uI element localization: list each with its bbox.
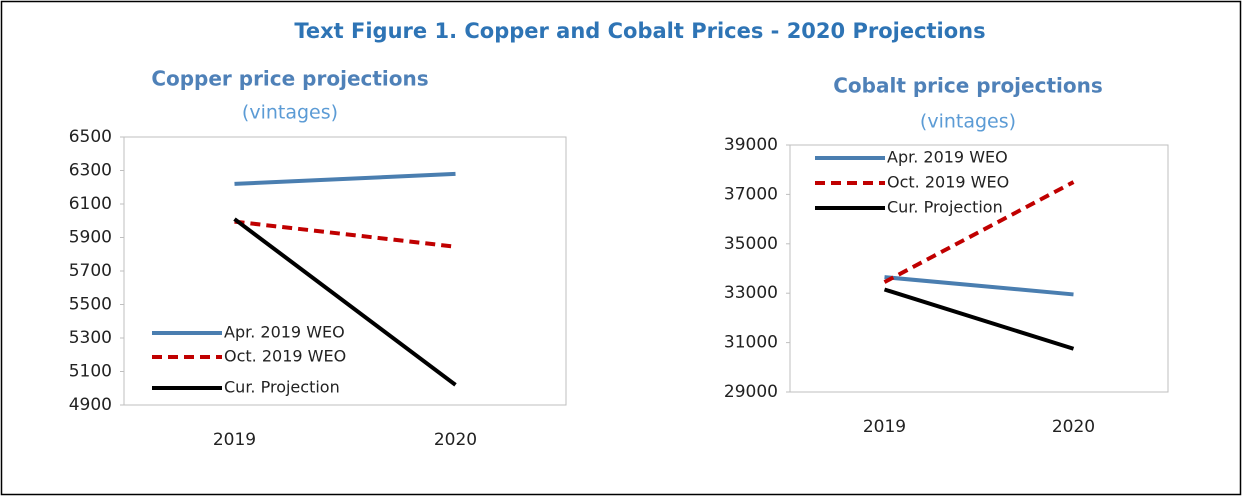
y-tick-label: 6100	[69, 194, 112, 214]
chart-title: Copper price projections	[151, 67, 428, 91]
y-tick-label: 29000	[724, 382, 778, 402]
x-tick-label: 2019	[213, 430, 256, 450]
y-tick-label: 6500	[69, 127, 112, 147]
chart-title: Cobalt price projections	[833, 74, 1103, 98]
y-tick-label: 33000	[724, 283, 778, 303]
chart-subtitle: (vintages)	[242, 102, 338, 124]
y-tick-label: 4900	[69, 395, 112, 415]
y-tick-label: 5700	[69, 261, 112, 281]
y-tick-label: 31000	[724, 333, 778, 353]
y-tick-label: 6300	[69, 161, 112, 181]
legend-label: Cur. Projection	[224, 378, 340, 397]
y-tick-label: 5300	[69, 328, 112, 348]
y-tick-label: 37000	[724, 184, 778, 204]
y-tick-label: 35000	[724, 234, 778, 254]
legend-label: Apr. 2019 WEO	[224, 323, 345, 342]
figure-title: Text Figure 1. Copper and Cobalt Prices …	[294, 19, 985, 43]
series-line	[234, 219, 456, 249]
chart-subtitle: (vintages)	[920, 111, 1016, 133]
series-line	[233, 217, 457, 387]
x-tick-label: 2020	[434, 430, 477, 450]
series-line	[883, 180, 1075, 284]
series-line	[234, 171, 456, 186]
x-tick-label: 2019	[863, 417, 906, 437]
legend-label: Apr. 2019 WEO	[887, 148, 1008, 167]
series-line	[884, 275, 1074, 297]
series-line	[883, 287, 1075, 351]
x-tick-label: 2020	[1052, 417, 1095, 437]
y-tick-label: 39000	[724, 135, 778, 155]
legend-label: Cur. Projection	[887, 198, 1003, 217]
y-tick-label: 5900	[69, 228, 112, 248]
legend-label: Oct. 2019 WEO	[887, 173, 1009, 192]
legend-label: Oct. 2019 WEO	[224, 347, 346, 366]
y-tick-label: 5100	[69, 362, 112, 382]
plot-area	[789, 144, 1169, 393]
y-tick-label: 5500	[69, 295, 112, 315]
